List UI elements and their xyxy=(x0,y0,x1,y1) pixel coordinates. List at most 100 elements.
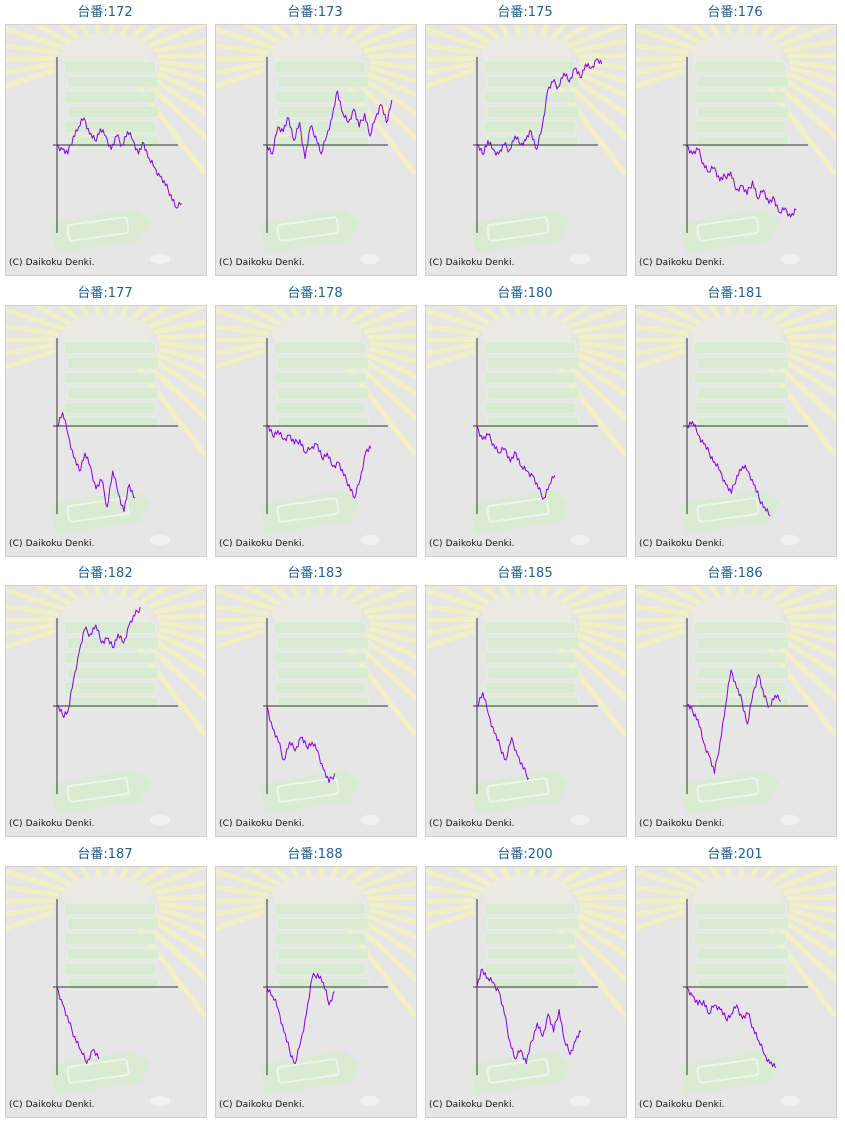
machine-illustration xyxy=(470,314,590,545)
slump-graph: (C) Daikoku Denki. xyxy=(425,24,627,276)
machine-number-title[interactable]: 台番:175 xyxy=(497,5,553,20)
slump-graph-svg xyxy=(6,306,206,545)
background-rays xyxy=(636,25,836,175)
machine-illustration xyxy=(470,875,590,1106)
machine-illustration xyxy=(680,33,800,264)
slump-graph: (C) Daikoku Denki. xyxy=(215,305,417,557)
background-rays xyxy=(6,867,206,1017)
slump-line xyxy=(56,412,136,512)
machine-number-title[interactable]: 台番:201 xyxy=(707,847,763,862)
chart-cell[interactable]: 台番:172 (C) Daikoku Denki. xyxy=(0,0,210,280)
copyright-text: (C) Daikoku Denki. xyxy=(639,258,725,268)
background-rays xyxy=(6,25,206,175)
machine-number-title[interactable]: 台番:188 xyxy=(287,847,343,862)
slump-graph-svg xyxy=(6,25,206,264)
chart-cell[interactable]: 台番:181 (C) Daikoku Denki. xyxy=(630,281,840,561)
chart-cell[interactable]: 台番:173 (C) Daikoku Denki. xyxy=(210,0,420,280)
slump-graph-svg xyxy=(6,586,206,825)
background-rays xyxy=(216,306,416,456)
copyright-text: (C) Daikoku Denki. xyxy=(9,1100,95,1110)
chart-cell[interactable]: 台番:180 (C) Daikoku Denki. xyxy=(420,281,630,561)
slump-graph: (C) Daikoku Denki. xyxy=(635,24,837,276)
slump-graph-svg xyxy=(636,306,836,545)
machine-illustration xyxy=(260,314,380,545)
slump-graph: (C) Daikoku Denki. xyxy=(635,866,837,1118)
chart-cell[interactable]: 台番:201 (C) Daikoku Denki. xyxy=(630,842,840,1122)
slump-graph-svg xyxy=(426,306,626,545)
machine-illustration xyxy=(50,594,170,825)
machine-number-title[interactable]: 台番:182 xyxy=(77,566,133,581)
background-rays xyxy=(426,25,626,175)
machine-number-title[interactable]: 台番:178 xyxy=(287,286,343,301)
slump-graph: (C) Daikoku Denki. xyxy=(635,305,837,557)
chart-cell[interactable]: 台番:177 (C) Daikoku Denki. xyxy=(0,281,210,561)
chart-cell[interactable]: 台番:175 (C) Daikoku Denki. xyxy=(420,0,630,280)
slump-line xyxy=(476,58,603,156)
machine-illustration xyxy=(680,594,800,825)
machine-illustration xyxy=(260,33,380,264)
copyright-text: (C) Daikoku Denki. xyxy=(9,539,95,549)
slump-graph-svg xyxy=(636,586,836,825)
slump-graph: (C) Daikoku Denki. xyxy=(5,866,207,1118)
machine-number-title[interactable]: 台番:180 xyxy=(497,286,553,301)
slump-line xyxy=(266,90,393,159)
copyright-text: (C) Daikoku Denki. xyxy=(219,819,305,829)
chart-cell[interactable]: 台番:187 (C) Daikoku Denki. xyxy=(0,842,210,1122)
slump-graph-svg xyxy=(636,25,836,264)
machine-illustration xyxy=(680,314,800,545)
slump-graph-svg xyxy=(216,586,416,825)
slump-line xyxy=(56,986,100,1064)
slump-line xyxy=(266,425,372,499)
machine-number-title[interactable]: 台番:187 xyxy=(77,847,133,862)
chart-cell[interactable]: 台番:176 (C) Daikoku Denki. xyxy=(630,0,840,280)
slump-graph: (C) Daikoku Denki. xyxy=(5,585,207,837)
chart-cell[interactable]: 台番:186 (C) Daikoku Denki. xyxy=(630,561,840,841)
machine-number-title[interactable]: 台番:172 xyxy=(77,5,133,20)
slump-graph-svg xyxy=(426,867,626,1106)
machine-illustration xyxy=(50,33,170,264)
background-rays xyxy=(216,867,416,1017)
machine-illustration xyxy=(470,33,590,264)
chart-cell[interactable]: 台番:188 (C) Daikoku Denki. xyxy=(210,842,420,1122)
machine-illustration xyxy=(50,314,170,545)
machine-number-title[interactable]: 台番:181 xyxy=(707,286,763,301)
slump-graph: (C) Daikoku Denki. xyxy=(5,24,207,276)
slump-graph: (C) Daikoku Denki. xyxy=(425,866,627,1118)
copyright-text: (C) Daikoku Denki. xyxy=(429,1100,515,1110)
slump-graph: (C) Daikoku Denki. xyxy=(425,305,627,557)
slump-line xyxy=(476,425,556,500)
machine-number-title[interactable]: 台番:185 xyxy=(497,566,553,581)
slump-line xyxy=(56,606,141,718)
slump-graph: (C) Daikoku Denki. xyxy=(425,585,627,837)
slump-graph: (C) Daikoku Denki. xyxy=(635,585,837,837)
machine-number-title[interactable]: 台番:186 xyxy=(707,566,763,581)
slump-graph: (C) Daikoku Denki. xyxy=(215,585,417,837)
slump-line xyxy=(266,705,336,783)
copyright-text: (C) Daikoku Denki. xyxy=(9,258,95,268)
machine-number-title[interactable]: 台番:200 xyxy=(497,847,553,862)
background-rays xyxy=(426,867,626,1017)
machine-number-title[interactable]: 台番:183 xyxy=(287,566,343,581)
machine-illustration xyxy=(470,594,590,825)
slump-line xyxy=(266,972,335,1064)
copyright-text: (C) Daikoku Denki. xyxy=(639,1100,725,1110)
chart-cell[interactable]: 台番:185 (C) Daikoku Denki. xyxy=(420,561,630,841)
machine-illustration xyxy=(680,875,800,1106)
background-rays xyxy=(636,306,836,456)
slump-line xyxy=(686,144,797,218)
slump-graph-svg xyxy=(636,867,836,1106)
slump-line xyxy=(686,986,776,1069)
chart-cell[interactable]: 台番:182 (C) Daikoku Denki. xyxy=(0,561,210,841)
copyright-text: (C) Daikoku Denki. xyxy=(219,258,305,268)
chart-cell[interactable]: 台番:200 (C) Daikoku Denki. xyxy=(420,842,630,1122)
machine-number-title[interactable]: 台番:177 xyxy=(77,286,133,301)
slump-line xyxy=(686,421,771,517)
slump-graph: (C) Daikoku Denki. xyxy=(215,24,417,276)
chart-cell[interactable]: 台番:178 (C) Daikoku Denki. xyxy=(210,281,420,561)
copyright-text: (C) Daikoku Denki. xyxy=(429,819,515,829)
chart-cell[interactable]: 台番:183 (C) Daikoku Denki. xyxy=(210,561,420,841)
background-rays xyxy=(216,25,416,175)
machine-number-title[interactable]: 台番:173 xyxy=(287,5,343,20)
machine-illustration xyxy=(50,875,170,1106)
machine-number-title[interactable]: 台番:176 xyxy=(707,5,763,20)
